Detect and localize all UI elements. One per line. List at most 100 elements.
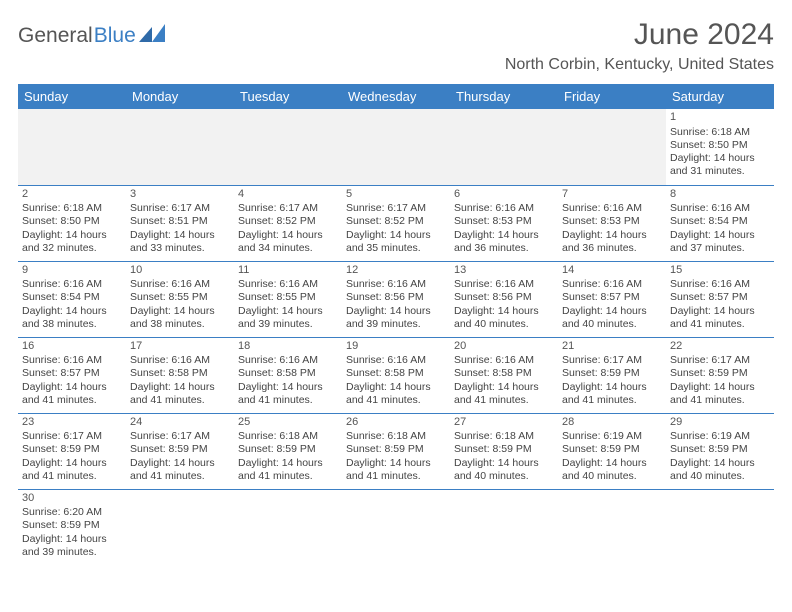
sunset-line: Sunset: 8:59 PM <box>454 443 554 456</box>
day-number: 15 <box>670 264 770 278</box>
weekday-header: Thursday <box>450 84 558 109</box>
daylight-line: Daylight: 14 hours and 41 minutes. <box>346 381 446 407</box>
calendar-cell <box>18 109 126 185</box>
sunrise-line: Sunrise: 6:18 AM <box>346 430 446 443</box>
day-number: 20 <box>454 340 554 354</box>
header: General Blue June 2024 North Corbin, Ken… <box>18 18 774 74</box>
title-block: June 2024 North Corbin, Kentucky, United… <box>505 18 774 74</box>
sunrise-line: Sunrise: 6:16 AM <box>562 278 662 291</box>
daylight-line: Daylight: 14 hours and 41 minutes. <box>130 381 230 407</box>
calendar-cell: 11Sunrise: 6:16 AMSunset: 8:55 PMDayligh… <box>234 261 342 337</box>
day-number: 13 <box>454 264 554 278</box>
sunrise-line: Sunrise: 6:16 AM <box>238 278 338 291</box>
day-number: 27 <box>454 416 554 430</box>
day-number: 16 <box>22 340 122 354</box>
sunrise-line: Sunrise: 6:17 AM <box>130 430 230 443</box>
calendar-cell: 18Sunrise: 6:16 AMSunset: 8:58 PMDayligh… <box>234 337 342 413</box>
calendar-body: 1Sunrise: 6:18 AMSunset: 8:50 PMDaylight… <box>18 109 774 565</box>
day-number: 10 <box>130 264 230 278</box>
calendar-cell: 2Sunrise: 6:18 AMSunset: 8:50 PMDaylight… <box>18 185 126 261</box>
day-number: 30 <box>22 492 122 506</box>
day-number: 4 <box>238 188 338 202</box>
sunrise-line: Sunrise: 6:18 AM <box>670 126 770 139</box>
calendar-cell: 10Sunrise: 6:16 AMSunset: 8:55 PMDayligh… <box>126 261 234 337</box>
daylight-line: Daylight: 14 hours and 41 minutes. <box>238 457 338 483</box>
calendar-cell: 28Sunrise: 6:19 AMSunset: 8:59 PMDayligh… <box>558 413 666 489</box>
weekday-header: Friday <box>558 84 666 109</box>
calendar-cell: 22Sunrise: 6:17 AMSunset: 8:59 PMDayligh… <box>666 337 774 413</box>
calendar-cell: 19Sunrise: 6:16 AMSunset: 8:58 PMDayligh… <box>342 337 450 413</box>
location: North Corbin, Kentucky, United States <box>505 56 774 74</box>
daylight-line: Daylight: 14 hours and 40 minutes. <box>454 305 554 331</box>
calendar-cell: 16Sunrise: 6:16 AMSunset: 8:57 PMDayligh… <box>18 337 126 413</box>
day-number: 12 <box>346 264 446 278</box>
daylight-line: Daylight: 14 hours and 39 minutes. <box>346 305 446 331</box>
sunrise-line: Sunrise: 6:16 AM <box>22 278 122 291</box>
calendar-cell <box>450 489 558 565</box>
sunrise-line: Sunrise: 6:18 AM <box>454 430 554 443</box>
day-number: 17 <box>130 340 230 354</box>
calendar-cell: 6Sunrise: 6:16 AMSunset: 8:53 PMDaylight… <box>450 185 558 261</box>
daylight-line: Daylight: 14 hours and 39 minutes. <box>238 305 338 331</box>
weekday-header: Sunday <box>18 84 126 109</box>
sunrise-line: Sunrise: 6:19 AM <box>562 430 662 443</box>
day-number: 2 <box>22 188 122 202</box>
daylight-line: Daylight: 14 hours and 31 minutes. <box>670 152 770 178</box>
calendar-cell: 23Sunrise: 6:17 AMSunset: 8:59 PMDayligh… <box>18 413 126 489</box>
sunrise-line: Sunrise: 6:16 AM <box>670 278 770 291</box>
day-number: 18 <box>238 340 338 354</box>
day-number: 24 <box>130 416 230 430</box>
sunrise-line: Sunrise: 6:16 AM <box>454 354 554 367</box>
sunrise-line: Sunrise: 6:17 AM <box>238 202 338 215</box>
day-number: 5 <box>346 188 446 202</box>
sunrise-line: Sunrise: 6:19 AM <box>670 430 770 443</box>
daylight-line: Daylight: 14 hours and 37 minutes. <box>670 229 770 255</box>
daylight-line: Daylight: 14 hours and 41 minutes. <box>22 457 122 483</box>
calendar-cell: 17Sunrise: 6:16 AMSunset: 8:58 PMDayligh… <box>126 337 234 413</box>
sunset-line: Sunset: 8:59 PM <box>670 443 770 456</box>
daylight-line: Daylight: 14 hours and 33 minutes. <box>130 229 230 255</box>
daylight-line: Daylight: 14 hours and 40 minutes. <box>562 305 662 331</box>
sunrise-line: Sunrise: 6:16 AM <box>346 354 446 367</box>
calendar-cell <box>450 109 558 185</box>
daylight-line: Daylight: 14 hours and 34 minutes. <box>238 229 338 255</box>
daylight-line: Daylight: 14 hours and 41 minutes. <box>346 457 446 483</box>
sunrise-line: Sunrise: 6:17 AM <box>670 354 770 367</box>
sunset-line: Sunset: 8:52 PM <box>346 215 446 228</box>
calendar-cell <box>558 489 666 565</box>
calendar-cell: 4Sunrise: 6:17 AMSunset: 8:52 PMDaylight… <box>234 185 342 261</box>
sunrise-line: Sunrise: 6:16 AM <box>454 278 554 291</box>
sunrise-line: Sunrise: 6:20 AM <box>22 506 122 519</box>
calendar-cell: 1Sunrise: 6:18 AMSunset: 8:50 PMDaylight… <box>666 109 774 185</box>
logo-text-blue: Blue <box>94 24 136 48</box>
sunset-line: Sunset: 8:57 PM <box>562 291 662 304</box>
sunset-line: Sunset: 8:56 PM <box>346 291 446 304</box>
daylight-line: Daylight: 14 hours and 38 minutes. <box>22 305 122 331</box>
sunrise-line: Sunrise: 6:17 AM <box>346 202 446 215</box>
day-number: 19 <box>346 340 446 354</box>
calendar-cell: 12Sunrise: 6:16 AMSunset: 8:56 PMDayligh… <box>342 261 450 337</box>
calendar-cell <box>126 489 234 565</box>
daylight-line: Daylight: 14 hours and 38 minutes. <box>130 305 230 331</box>
daylight-line: Daylight: 14 hours and 39 minutes. <box>22 533 122 559</box>
calendar-cell: 26Sunrise: 6:18 AMSunset: 8:59 PMDayligh… <box>342 413 450 489</box>
calendar-cell: 8Sunrise: 6:16 AMSunset: 8:54 PMDaylight… <box>666 185 774 261</box>
calendar-cell: 3Sunrise: 6:17 AMSunset: 8:51 PMDaylight… <box>126 185 234 261</box>
sunset-line: Sunset: 8:59 PM <box>22 443 122 456</box>
calendar-cell: 25Sunrise: 6:18 AMSunset: 8:59 PMDayligh… <box>234 413 342 489</box>
sunrise-line: Sunrise: 6:16 AM <box>130 354 230 367</box>
sunset-line: Sunset: 8:54 PM <box>670 215 770 228</box>
daylight-line: Daylight: 14 hours and 40 minutes. <box>670 457 770 483</box>
sunrise-line: Sunrise: 6:18 AM <box>22 202 122 215</box>
sunset-line: Sunset: 8:59 PM <box>22 519 122 532</box>
calendar-cell <box>234 489 342 565</box>
day-number: 14 <box>562 264 662 278</box>
day-number: 7 <box>562 188 662 202</box>
calendar-cell: 15Sunrise: 6:16 AMSunset: 8:57 PMDayligh… <box>666 261 774 337</box>
weekday-header: Monday <box>126 84 234 109</box>
calendar-cell: 9Sunrise: 6:16 AMSunset: 8:54 PMDaylight… <box>18 261 126 337</box>
weekday-header: Saturday <box>666 84 774 109</box>
calendar-cell: 24Sunrise: 6:17 AMSunset: 8:59 PMDayligh… <box>126 413 234 489</box>
calendar-cell <box>234 109 342 185</box>
sunset-line: Sunset: 8:59 PM <box>238 443 338 456</box>
